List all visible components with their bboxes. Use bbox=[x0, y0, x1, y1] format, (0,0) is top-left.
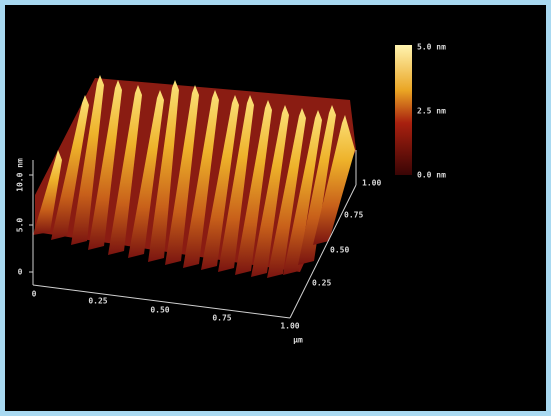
z-axis-label: 10.0 nm bbox=[16, 158, 25, 192]
y-tick-label: 0.25 bbox=[312, 279, 331, 288]
page: {"z_axis": {"label": "10.0 nm", "ticks":… bbox=[0, 0, 551, 416]
colorbar-label: 5.0 nm bbox=[417, 43, 446, 52]
z-tick-label: 5.0 bbox=[16, 218, 25, 233]
y-tick-label: 0.50 bbox=[330, 246, 349, 255]
x-tick-label: 1.00 bbox=[280, 322, 299, 331]
colorbar-label: 2.5 nm bbox=[417, 107, 446, 116]
y-tick-label: 1.00 bbox=[362, 179, 381, 188]
x-tick-label: 0.25 bbox=[88, 297, 107, 306]
x-unit: µm bbox=[293, 336, 303, 345]
z-tick-label: 0 bbox=[18, 268, 23, 277]
x-tick-label: 0.50 bbox=[150, 306, 169, 315]
x-tick-label: 0.75 bbox=[212, 314, 231, 323]
x-tick-label: 0 bbox=[32, 290, 37, 299]
colorbar-label: 0.0 nm bbox=[417, 171, 446, 180]
y-tick-label: 0.75 bbox=[344, 211, 363, 220]
colorbar bbox=[395, 45, 412, 175]
afm-image: 10.0 nm 5.0 0 0 0.25 0.50 0.75 1.00 µm 0… bbox=[0, 0, 551, 416]
